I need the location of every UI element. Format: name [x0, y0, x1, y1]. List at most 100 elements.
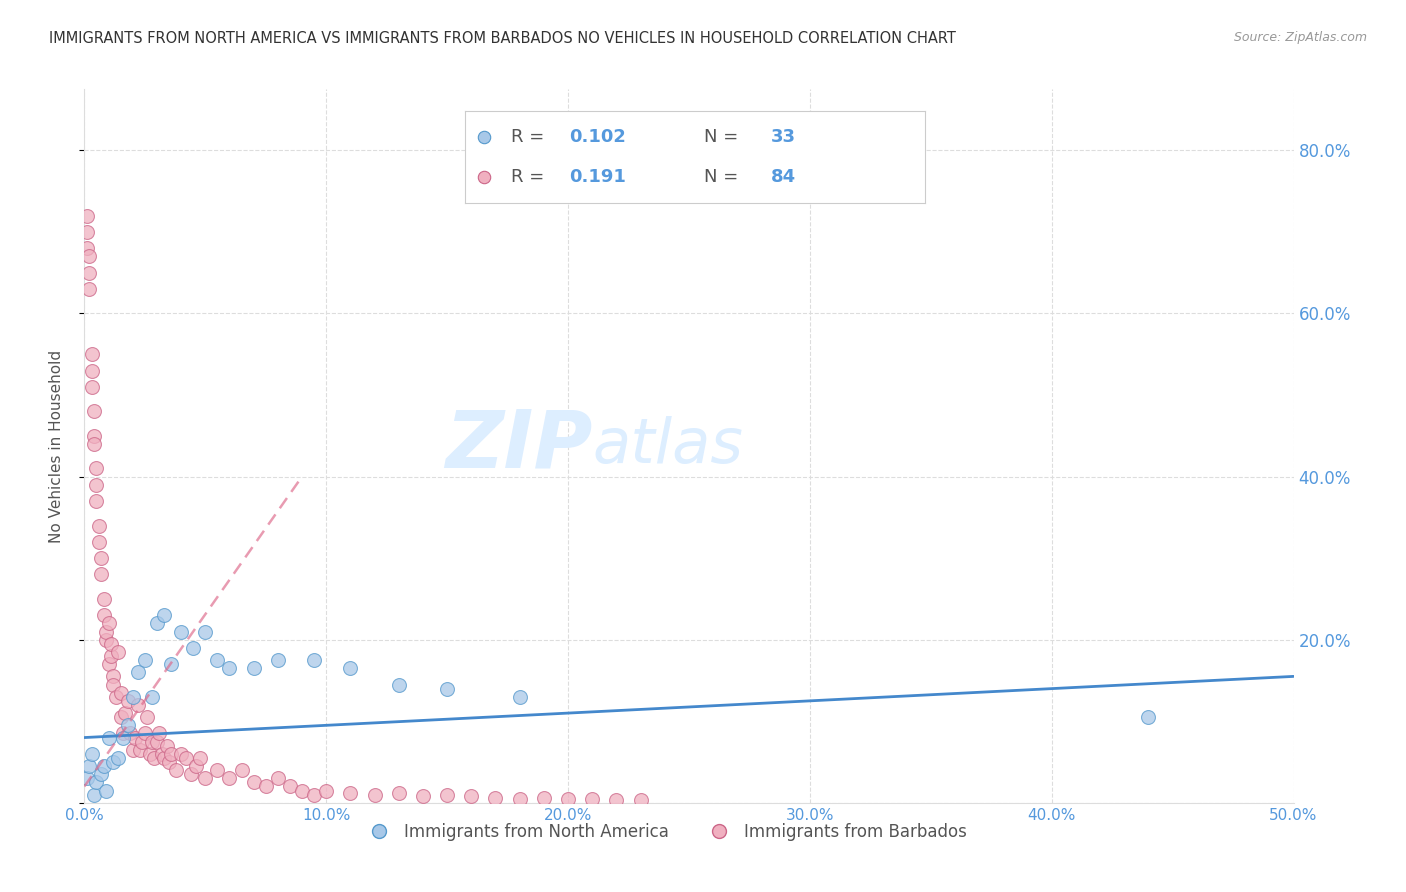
Point	[77, 759, 100, 773]
Point	[86, 477, 108, 491]
Legend: Immigrants from North America, Immigrants from Barbados: Immigrants from North America, Immigrant…	[356, 817, 973, 848]
Point	[155, 739, 177, 753]
Point	[509, 690, 531, 704]
Point	[218, 661, 240, 675]
Point	[533, 791, 555, 805]
Point	[93, 759, 115, 773]
Point	[207, 763, 229, 777]
Point	[339, 661, 361, 675]
Point	[76, 241, 98, 255]
Point	[90, 767, 112, 781]
Text: IMMIGRANTS FROM NORTH AMERICA VS IMMIGRANTS FROM BARBADOS NO VEHICLES IN HOUSEHO: IMMIGRANTS FROM NORTH AMERICA VS IMMIGRA…	[49, 31, 956, 46]
Point	[77, 249, 100, 263]
Point	[86, 775, 108, 789]
Point	[190, 751, 212, 765]
Point	[117, 718, 139, 732]
Point	[157, 755, 180, 769]
Point	[77, 282, 100, 296]
Point	[76, 225, 98, 239]
Point	[630, 793, 652, 807]
Point	[94, 783, 117, 797]
Point	[103, 677, 125, 691]
Point	[121, 743, 143, 757]
Point	[110, 710, 132, 724]
Point	[605, 792, 627, 806]
Point	[107, 751, 129, 765]
Point	[153, 751, 176, 765]
Point	[436, 788, 458, 802]
Point	[83, 788, 105, 802]
Point	[218, 772, 240, 786]
Point	[112, 731, 135, 745]
Point	[77, 266, 100, 280]
Point	[97, 657, 120, 672]
Point	[160, 657, 183, 672]
Point	[112, 726, 135, 740]
Point	[150, 747, 173, 761]
Point	[170, 624, 193, 639]
Point	[388, 677, 411, 691]
Point	[148, 726, 170, 740]
Point	[94, 624, 117, 639]
Point	[100, 637, 122, 651]
Point	[127, 698, 149, 712]
Point	[80, 347, 103, 361]
Point	[87, 518, 110, 533]
Point	[180, 767, 202, 781]
Point	[100, 648, 122, 663]
Point	[93, 608, 115, 623]
Point	[83, 429, 105, 443]
Point	[146, 616, 169, 631]
Point	[242, 775, 264, 789]
Point	[581, 791, 603, 805]
Point	[76, 772, 98, 786]
Point	[412, 789, 434, 804]
Point	[302, 788, 325, 802]
Point	[124, 731, 146, 745]
Point	[363, 788, 385, 802]
Point	[94, 632, 117, 647]
Point	[80, 363, 103, 377]
Point	[138, 747, 160, 761]
Point	[194, 772, 217, 786]
Point	[160, 747, 183, 761]
Point	[80, 747, 103, 761]
Point	[136, 710, 159, 724]
Point	[83, 437, 105, 451]
Point	[104, 690, 127, 704]
Text: atlas: atlas	[592, 416, 744, 476]
Point	[254, 780, 277, 794]
Point	[388, 786, 411, 800]
Point	[436, 681, 458, 696]
Point	[146, 734, 169, 748]
Point	[121, 690, 143, 704]
Point	[291, 783, 314, 797]
Text: ZIP: ZIP	[444, 407, 592, 485]
Point	[141, 690, 163, 704]
Point	[76, 209, 98, 223]
Point	[97, 731, 120, 745]
Point	[131, 734, 153, 748]
Point	[134, 726, 156, 740]
Point	[129, 743, 152, 757]
Point	[86, 461, 108, 475]
Point	[103, 755, 125, 769]
Point	[231, 763, 253, 777]
Point	[484, 791, 506, 805]
Point	[181, 640, 204, 655]
Point	[143, 751, 166, 765]
Point	[509, 791, 531, 805]
Point	[315, 783, 337, 797]
Point	[557, 791, 579, 805]
Point	[127, 665, 149, 680]
Point	[134, 653, 156, 667]
Point	[141, 734, 163, 748]
Point	[194, 624, 217, 639]
Point	[83, 404, 105, 418]
Point	[242, 661, 264, 675]
Point	[120, 726, 142, 740]
Point	[184, 759, 207, 773]
Point	[87, 534, 110, 549]
Point	[207, 653, 229, 667]
Point	[103, 669, 125, 683]
